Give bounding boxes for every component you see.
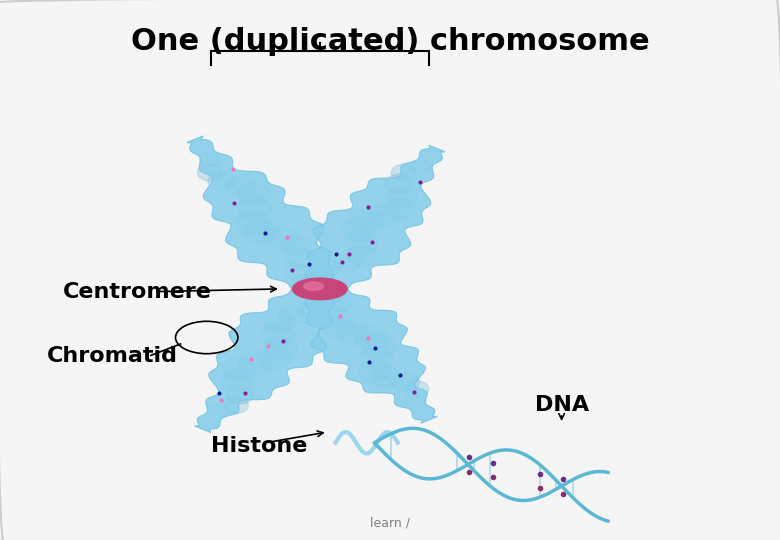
Circle shape [245, 220, 278, 244]
Text: Histone: Histone [211, 435, 307, 456]
Circle shape [224, 396, 248, 414]
Circle shape [223, 358, 256, 380]
Circle shape [261, 323, 294, 346]
Circle shape [385, 174, 413, 193]
Circle shape [354, 326, 388, 349]
Circle shape [299, 302, 324, 319]
Circle shape [316, 259, 341, 276]
Circle shape [278, 306, 306, 325]
Circle shape [359, 347, 393, 371]
Circle shape [405, 394, 426, 409]
Circle shape [371, 367, 402, 388]
Circle shape [285, 247, 313, 267]
Circle shape [410, 160, 431, 174]
Circle shape [349, 208, 383, 232]
Circle shape [311, 295, 332, 309]
Circle shape [388, 187, 419, 208]
Circle shape [284, 263, 309, 280]
Circle shape [404, 381, 429, 398]
Text: One (duplicated) chromosome: One (duplicated) chromosome [131, 27, 649, 56]
Text: DNA: DNA [534, 395, 589, 415]
Circle shape [197, 164, 222, 181]
Circle shape [226, 384, 254, 404]
Circle shape [334, 253, 362, 272]
Circle shape [263, 312, 294, 333]
Circle shape [208, 171, 236, 191]
Polygon shape [187, 136, 334, 291]
Circle shape [264, 336, 298, 360]
Circle shape [209, 404, 230, 418]
Circle shape [236, 211, 270, 234]
Circle shape [337, 322, 370, 345]
Circle shape [324, 317, 354, 338]
Circle shape [342, 218, 375, 241]
Circle shape [281, 234, 312, 255]
Circle shape [392, 373, 420, 392]
Circle shape [367, 203, 401, 226]
Circle shape [384, 198, 417, 220]
Polygon shape [305, 145, 445, 291]
Circle shape [238, 184, 271, 206]
Polygon shape [195, 287, 335, 433]
Circle shape [307, 268, 328, 283]
Circle shape [359, 360, 392, 382]
Circle shape [362, 334, 396, 358]
Polygon shape [305, 286, 437, 423]
Circle shape [238, 197, 271, 220]
Circle shape [323, 307, 351, 326]
Circle shape [392, 164, 416, 181]
Circle shape [239, 352, 272, 375]
Ellipse shape [304, 282, 323, 291]
Text: learn /: learn / [370, 516, 410, 529]
Circle shape [346, 245, 377, 266]
Circle shape [326, 287, 347, 301]
Circle shape [292, 275, 313, 290]
Circle shape [200, 152, 221, 166]
Circle shape [226, 176, 257, 197]
Text: Chromatid: Chromatid [47, 346, 178, 367]
Circle shape [346, 232, 378, 254]
Circle shape [257, 346, 291, 370]
Text: Centromere: Centromere [62, 281, 211, 302]
Circle shape [264, 226, 297, 249]
Circle shape [221, 370, 252, 391]
Circle shape [329, 295, 353, 312]
Ellipse shape [292, 278, 347, 300]
